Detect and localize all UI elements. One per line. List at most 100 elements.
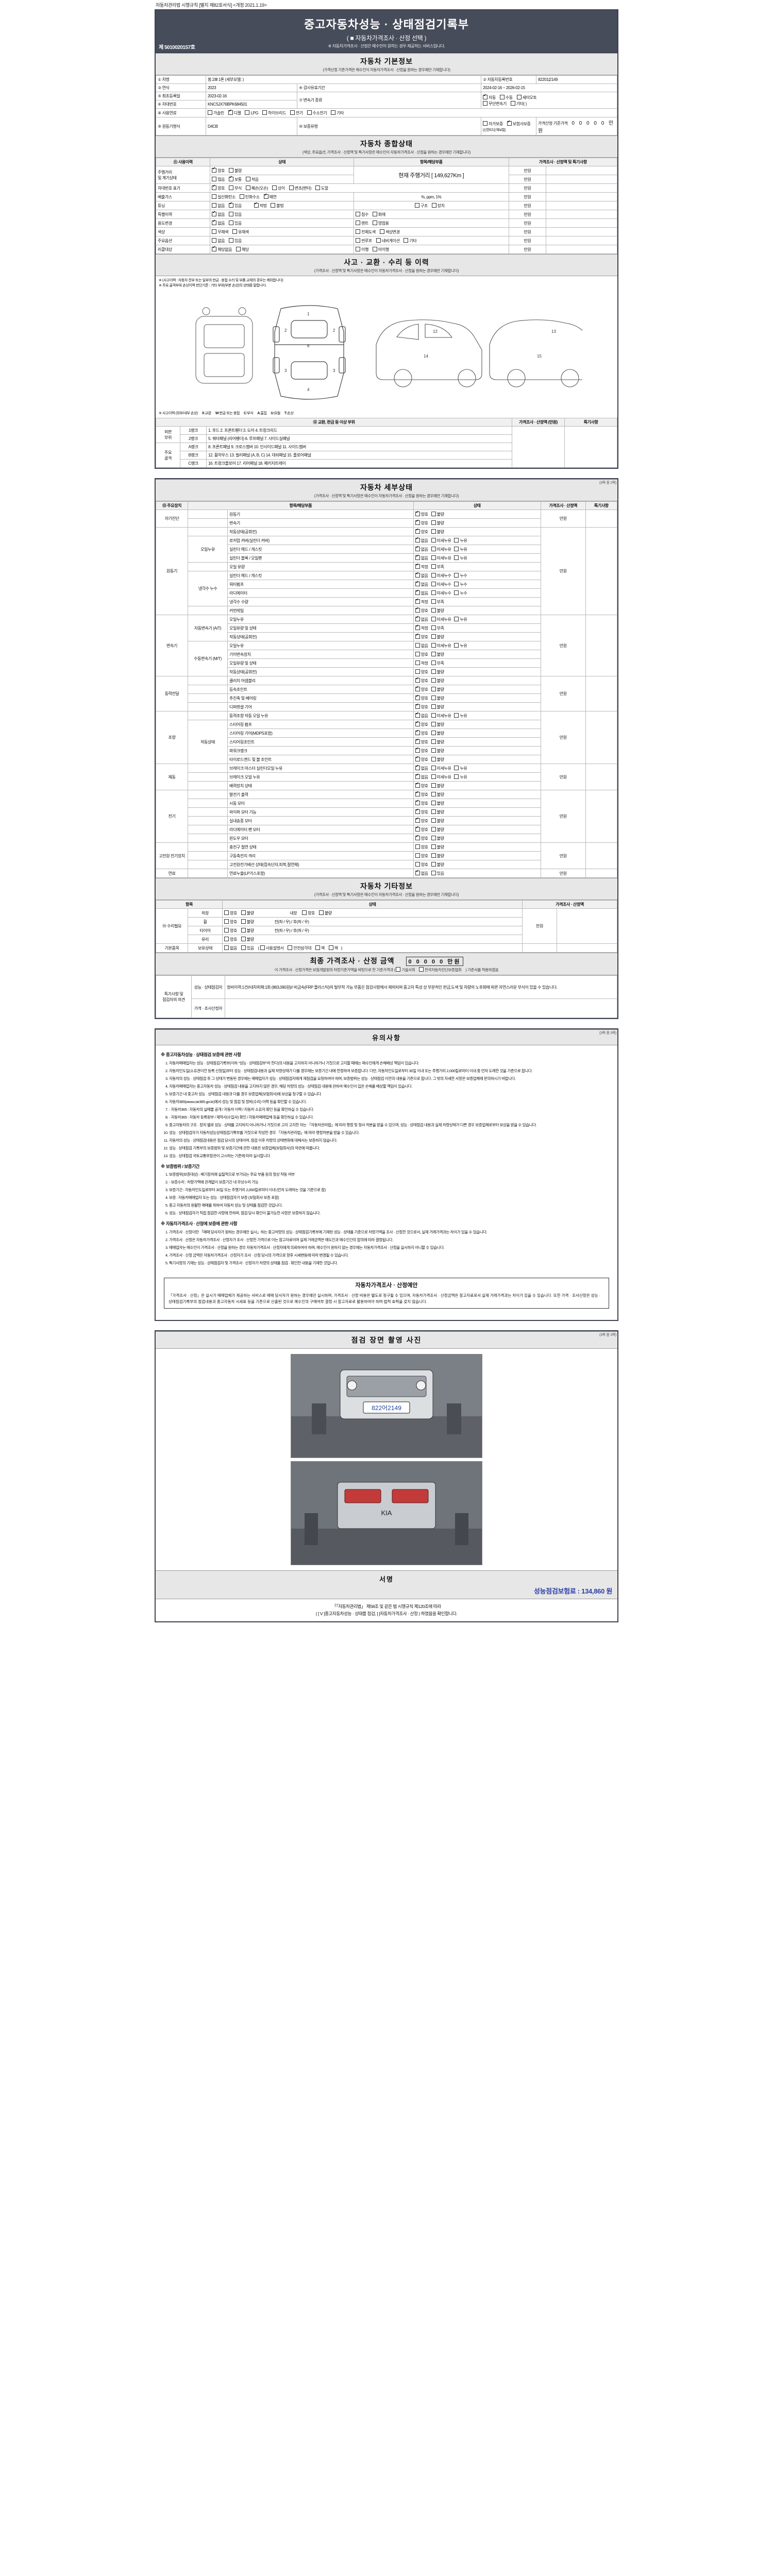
basic-items-state[interactable]: 없음 있음 ( 사용설명서 안전삼각대 잭 잭) — [222, 943, 523, 953]
warranty-opt-insurer[interactable]: 보험사보증 — [507, 120, 531, 127]
special-opt-yes[interactable]: 있음 — [228, 211, 242, 217]
detail-opt-0[interactable]: 없음 — [415, 870, 428, 876]
detail-opt-0[interactable]: 양호 — [415, 721, 428, 727]
detail-opt-1[interactable]: 부족 — [431, 564, 444, 570]
vinmark-opt-good[interactable]: 양호 — [212, 184, 225, 191]
detail-opt-1[interactable]: 불량 — [431, 853, 444, 859]
detail-opt-1[interactable]: 불량 — [431, 835, 444, 841]
mileage-opt-many[interactable]: 많음 — [212, 176, 225, 182]
option-options[interactable]: 없음 있음 — [210, 236, 355, 245]
interior-opt-bad[interactable]: 불량 — [318, 910, 332, 916]
warranty-opt-self[interactable]: 자가보증 — [483, 121, 503, 127]
fuel-options[interactable]: 가솔린 디젤 LPG 하이브리드 전기 수소전기 기타 — [206, 108, 617, 117]
detail-opt-1[interactable]: 불량 — [431, 607, 444, 614]
mileage-opt-normal[interactable]: 보통 — [228, 176, 242, 182]
detail-opt-1[interactable]: 불량 — [431, 739, 444, 745]
detail-opt-1[interactable]: 불량 — [431, 861, 444, 868]
basicitems-jack2[interactable]: 잭 — [328, 945, 338, 951]
usechange-options[interactable]: 없음 있음 — [210, 218, 355, 228]
fuel-opt-gasoline[interactable]: 가솔린 — [208, 110, 224, 116]
detail-opt-2[interactable]: 누수 — [454, 572, 467, 579]
tuning-opt-illegal[interactable]: 불법 — [271, 202, 284, 209]
detail-opt-0[interactable]: 없음 — [415, 537, 428, 544]
mileage-opt-good[interactable]: 양호 — [212, 167, 225, 174]
vinmark-opt-erased[interactable]: 도말 — [315, 185, 328, 191]
special-options[interactable]: 없음 있음 — [210, 210, 355, 219]
detail-opt-0[interactable]: 양호 — [415, 607, 428, 614]
fuel-opt-hybrid[interactable]: 하이브리드 — [262, 110, 286, 116]
etc-row-wheel-state[interactable]: 양호 불량 전(좌 / 우) / 후(좌 / 우) — [222, 917, 523, 927]
glass-opt-good[interactable]: 양호 — [224, 936, 237, 942]
detail-opt-1[interactable]: 미세누수 — [431, 581, 451, 587]
detail-opt-1[interactable]: 불량 — [431, 844, 444, 850]
tuning-opt-yes[interactable]: 있음 — [228, 202, 242, 209]
color-opt-chromatic[interactable]: 유채색 — [232, 229, 249, 235]
detail-opt-0[interactable]: 양호 — [415, 703, 428, 710]
detail-opt-1[interactable]: 부족 — [431, 625, 444, 631]
color-part-options[interactable]: 전체도색 색상변경 — [354, 227, 509, 236]
recall-options[interactable]: 해당없음 해당 — [210, 245, 355, 254]
detail-opt-0[interactable]: 양호 — [415, 694, 428, 701]
detail-opt-1[interactable]: 미세누수 — [431, 572, 451, 579]
trans-opt-manual[interactable]: 수동 — [499, 94, 513, 100]
tuning-part-device[interactable]: 장치 — [431, 202, 445, 209]
etc-row-glass-state[interactable]: 양호 불량 — [222, 935, 523, 944]
vinmark-opt-altered[interactable]: 변조(변타) — [289, 185, 311, 191]
option-part-options[interactable]: 썬루프 네비게이션 기타 — [354, 236, 509, 245]
fuel-opt-diesel[interactable]: 디젤 — [228, 109, 241, 116]
detail-opt-0[interactable]: 양호 — [415, 817, 428, 824]
detail-opt-2[interactable]: 누유 — [454, 555, 467, 561]
detail-opt-1[interactable]: 불량 — [431, 826, 444, 833]
tire-opt-bad[interactable]: 불량 — [241, 927, 254, 934]
detail-opt-0[interactable]: 적정 — [415, 624, 428, 631]
detail-opt-1[interactable]: 불량 — [431, 809, 444, 815]
special-part-fire[interactable]: 화재 — [372, 211, 385, 217]
color-opt-achromatic[interactable]: 무채색 — [212, 229, 229, 235]
detail-opt-0[interactable]: 양호 — [415, 835, 428, 841]
detail-opt-0[interactable]: 양호 — [415, 844, 428, 850]
detail-opt-2[interactable]: 누유 — [454, 546, 467, 552]
emission-opt-co[interactable]: 일산화탄소 — [212, 194, 236, 200]
option-part-sunroof[interactable]: 썬루프 — [356, 238, 372, 244]
detail-opt-0[interactable]: 양호 — [415, 738, 428, 745]
emission-opt-hc[interactable]: 탄화수소 — [239, 194, 260, 200]
fuel-opt-hydrogen[interactable]: 수소전기 — [307, 110, 327, 116]
detail-opt-1[interactable]: 불량 — [431, 520, 444, 526]
tire-opt-good[interactable]: 양호 — [224, 927, 237, 934]
warranty-options[interactable]: 자가보증 보험사보증 [신한EZ손해보험] — [481, 117, 536, 135]
trans-opt-other[interactable]: 기타( ) — [510, 100, 527, 107]
basicitems-manual[interactable]: 사용설명서 — [260, 945, 284, 951]
mileage-state-good[interactable]: 양호 불량 — [210, 166, 355, 175]
detail-opt-0[interactable]: 없음 — [415, 712, 428, 719]
detail-opt-1[interactable]: 불량 — [431, 721, 444, 727]
tuning-options[interactable]: 없음 있음 적법 불법 — [210, 201, 355, 210]
detail-opt-1[interactable]: 미세누유 — [431, 546, 451, 552]
detail-opt-0[interactable]: 양호 — [415, 511, 428, 517]
trans-opt-semiauto[interactable]: 세미오토 — [516, 94, 537, 100]
transmission-options[interactable]: 자동 수동 세미오토 무단변속기 기타( ) — [481, 92, 617, 109]
detail-opt-0[interactable]: 없음 — [415, 546, 428, 552]
detail-opt-1[interactable]: 부족 — [431, 660, 444, 666]
detail-opt-2[interactable]: 누수 — [454, 590, 467, 596]
tuning-part-structure[interactable]: 구조 — [414, 202, 428, 209]
detail-opt-0[interactable]: 양호 — [415, 651, 428, 657]
